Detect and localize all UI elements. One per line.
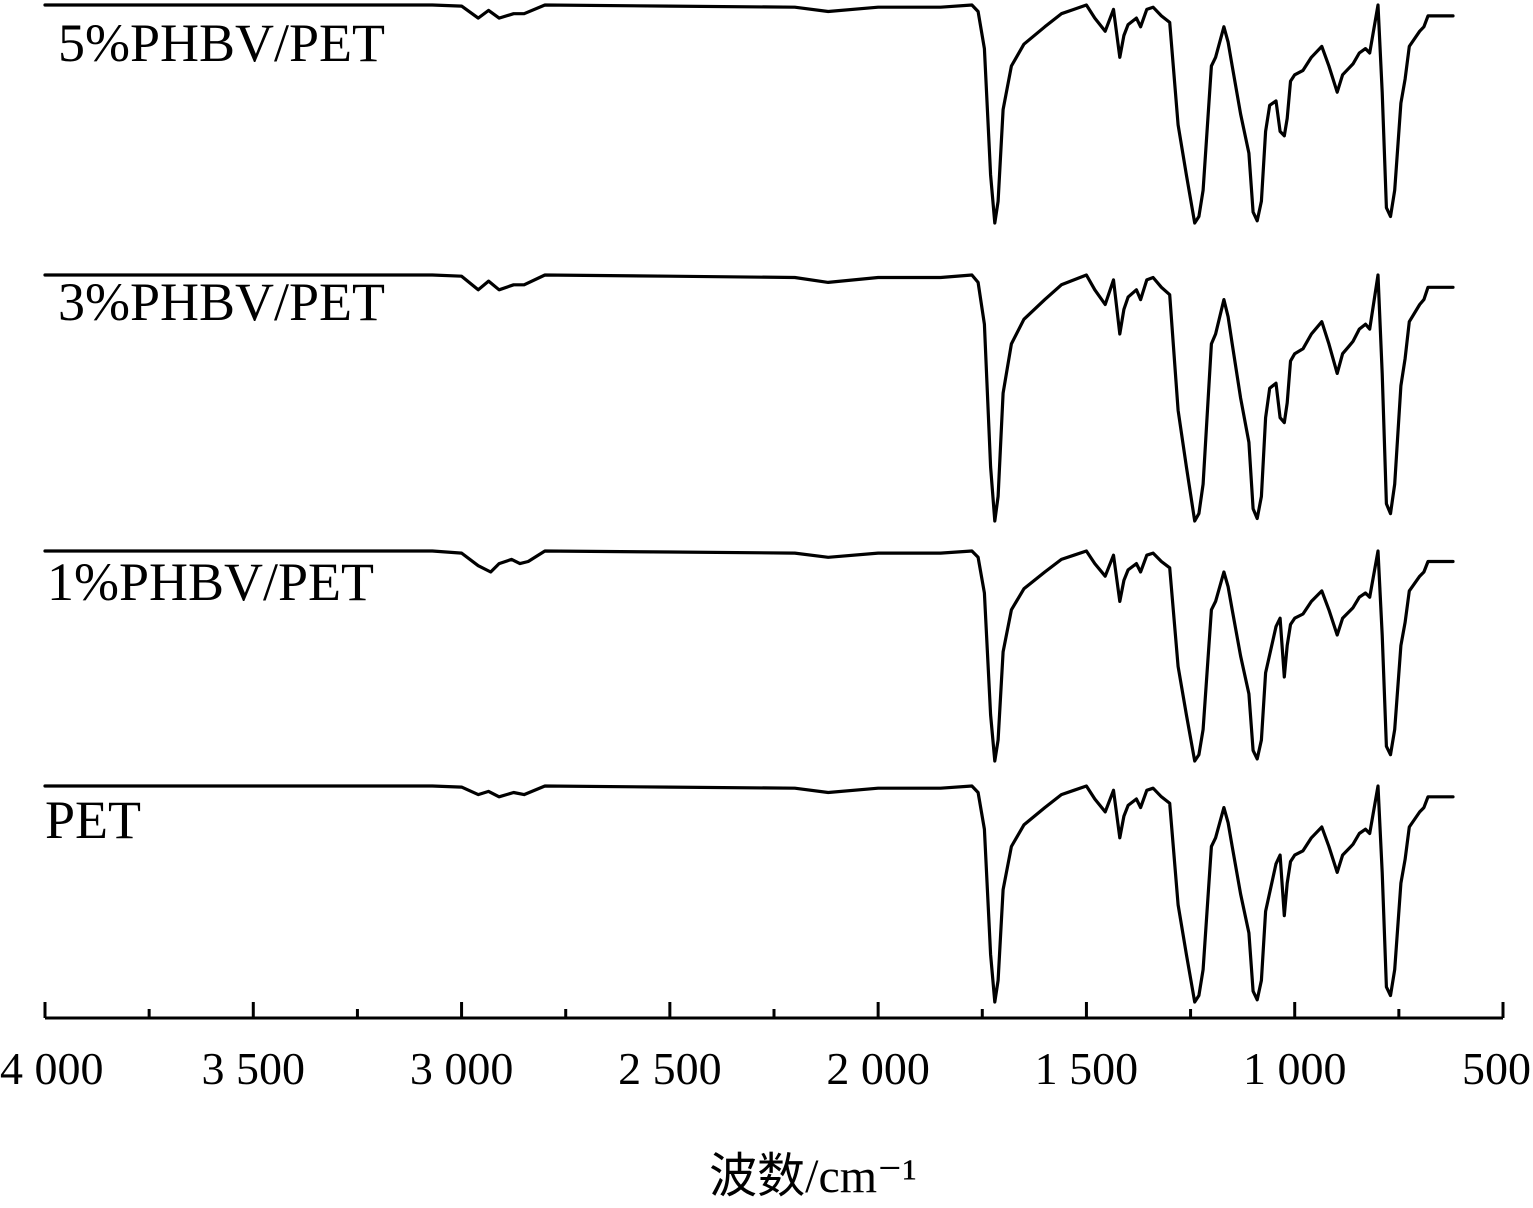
series-label-3pct-phbv-pet: 3%PHBV/PET: [58, 272, 385, 332]
x-tick-label: 1 500: [1035, 1043, 1139, 1094]
series-line-5pct-phbv-pet: [43, 3, 1455, 225]
x-tick-label: 500: [1462, 1043, 1531, 1094]
x-axis-title: 波数/cm⁻¹: [709, 1150, 917, 1203]
x-axis-ticks: 4 000 3 500 3 000 2 500 2 000 1 500 1 000 500: [0, 1002, 1531, 1094]
x-tick-label: 3 500: [202, 1043, 306, 1094]
x-tick-label: 2 500: [618, 1043, 722, 1094]
x-tick-label: 3 000: [410, 1043, 514, 1094]
series-line-pet: [43, 784, 1455, 1004]
series-line-3pct-phbv-pet: [43, 273, 1455, 523]
series-label-5pct-phbv-pet: 5%PHBV/PET: [58, 13, 385, 73]
series-label-pet: PET: [45, 790, 141, 850]
x-tick-label: 1 000: [1243, 1043, 1347, 1094]
x-tick-label: 4 000: [0, 1043, 104, 1094]
series-label-layer: 5%PHBV/PET 3%PHBV/PET 1%PHBV/PET PET: [45, 13, 385, 850]
x-tick-label: 2 000: [826, 1043, 930, 1094]
series-label-1pct-phbv-pet: 1%PHBV/PET: [47, 552, 374, 612]
series-layer: [43, 3, 1455, 1004]
series-line-1pct-phbv-pet: [43, 549, 1455, 763]
